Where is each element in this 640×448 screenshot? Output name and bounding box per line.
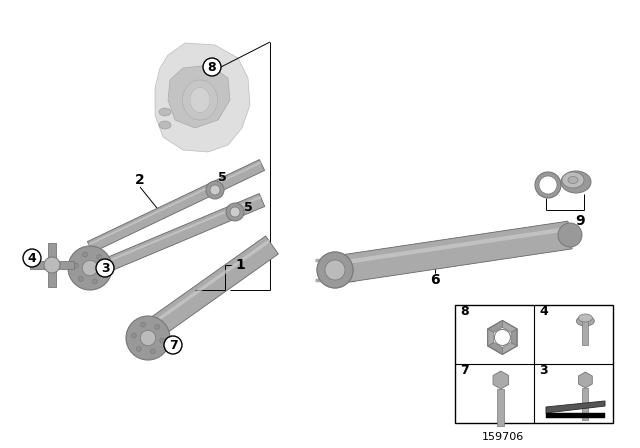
Circle shape <box>44 257 60 273</box>
Polygon shape <box>502 342 517 354</box>
Polygon shape <box>333 221 572 284</box>
Circle shape <box>230 207 240 217</box>
Circle shape <box>83 260 98 276</box>
Circle shape <box>92 279 97 284</box>
Circle shape <box>78 276 83 281</box>
Ellipse shape <box>562 172 584 188</box>
Bar <box>546 413 605 418</box>
Circle shape <box>535 172 561 198</box>
Polygon shape <box>334 227 570 266</box>
Circle shape <box>23 249 41 267</box>
Circle shape <box>164 336 182 354</box>
Circle shape <box>539 176 557 194</box>
Polygon shape <box>155 43 250 152</box>
Ellipse shape <box>561 171 591 193</box>
Text: 4: 4 <box>539 305 548 318</box>
Bar <box>582 321 588 345</box>
Circle shape <box>325 260 345 280</box>
Circle shape <box>317 252 353 288</box>
Polygon shape <box>488 320 502 332</box>
Ellipse shape <box>579 314 593 322</box>
Text: 9: 9 <box>575 214 585 228</box>
Text: 7: 7 <box>168 339 177 352</box>
Text: 7: 7 <box>460 363 468 376</box>
Polygon shape <box>579 372 592 388</box>
Text: 8: 8 <box>208 60 216 73</box>
Ellipse shape <box>568 177 578 184</box>
Text: 3: 3 <box>100 262 109 275</box>
Circle shape <box>210 185 220 195</box>
Text: 4: 4 <box>28 251 36 264</box>
Circle shape <box>136 347 141 351</box>
Polygon shape <box>168 65 230 128</box>
Circle shape <box>140 330 156 346</box>
Circle shape <box>150 349 156 354</box>
Text: 5: 5 <box>244 201 252 214</box>
Circle shape <box>102 268 106 273</box>
Circle shape <box>558 223 582 247</box>
Polygon shape <box>493 371 509 389</box>
Circle shape <box>83 252 88 257</box>
Ellipse shape <box>190 87 210 112</box>
Circle shape <box>74 263 78 268</box>
Text: 5: 5 <box>218 171 227 184</box>
Bar <box>48 261 56 287</box>
Bar <box>30 261 56 269</box>
Polygon shape <box>141 240 270 332</box>
Bar <box>48 261 74 269</box>
Polygon shape <box>488 342 502 354</box>
Circle shape <box>96 259 114 277</box>
Polygon shape <box>488 329 493 346</box>
Circle shape <box>226 203 244 221</box>
Text: 6: 6 <box>430 273 440 287</box>
Text: 3: 3 <box>539 363 548 376</box>
Bar <box>455 305 613 423</box>
Polygon shape <box>502 320 517 332</box>
Circle shape <box>126 316 170 360</box>
Circle shape <box>317 252 353 288</box>
Ellipse shape <box>159 108 171 116</box>
Text: 159706: 159706 <box>482 432 524 442</box>
Bar <box>497 389 504 426</box>
Text: 2: 2 <box>135 173 145 187</box>
Circle shape <box>141 322 145 327</box>
Circle shape <box>206 181 224 199</box>
Ellipse shape <box>577 316 595 326</box>
Polygon shape <box>139 236 278 344</box>
Ellipse shape <box>159 121 171 129</box>
Circle shape <box>494 329 511 345</box>
Polygon shape <box>88 159 264 252</box>
Circle shape <box>68 246 112 290</box>
Text: 1: 1 <box>235 258 245 272</box>
Polygon shape <box>97 194 265 275</box>
Circle shape <box>155 325 159 329</box>
Circle shape <box>97 254 102 259</box>
Circle shape <box>159 338 164 343</box>
Ellipse shape <box>182 80 218 120</box>
Circle shape <box>131 333 136 338</box>
Circle shape <box>203 58 221 76</box>
Polygon shape <box>546 401 605 413</box>
Text: 8: 8 <box>460 305 468 318</box>
Polygon shape <box>88 162 261 246</box>
Bar <box>582 388 588 421</box>
Bar <box>48 243 56 269</box>
Polygon shape <box>99 196 261 266</box>
Polygon shape <box>511 329 517 346</box>
